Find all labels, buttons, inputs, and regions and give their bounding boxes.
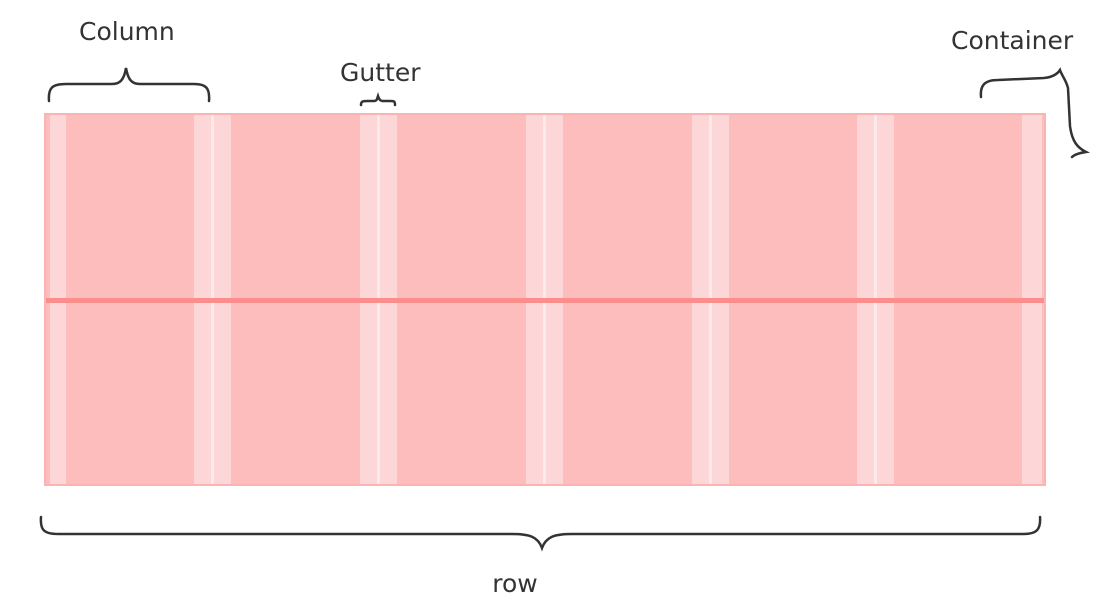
grid-container — [44, 113, 1046, 486]
gutter-label: Gutter — [340, 58, 421, 87]
container-label: Container — [951, 26, 1074, 55]
column-label: Column — [79, 17, 175, 46]
container-brace — [979, 67, 1091, 159]
column-brace — [47, 67, 211, 103]
row-label: row — [492, 569, 538, 598]
row-divider — [46, 298, 1044, 303]
row-brace — [39, 515, 1042, 552]
gutter-brace — [359, 92, 397, 107]
